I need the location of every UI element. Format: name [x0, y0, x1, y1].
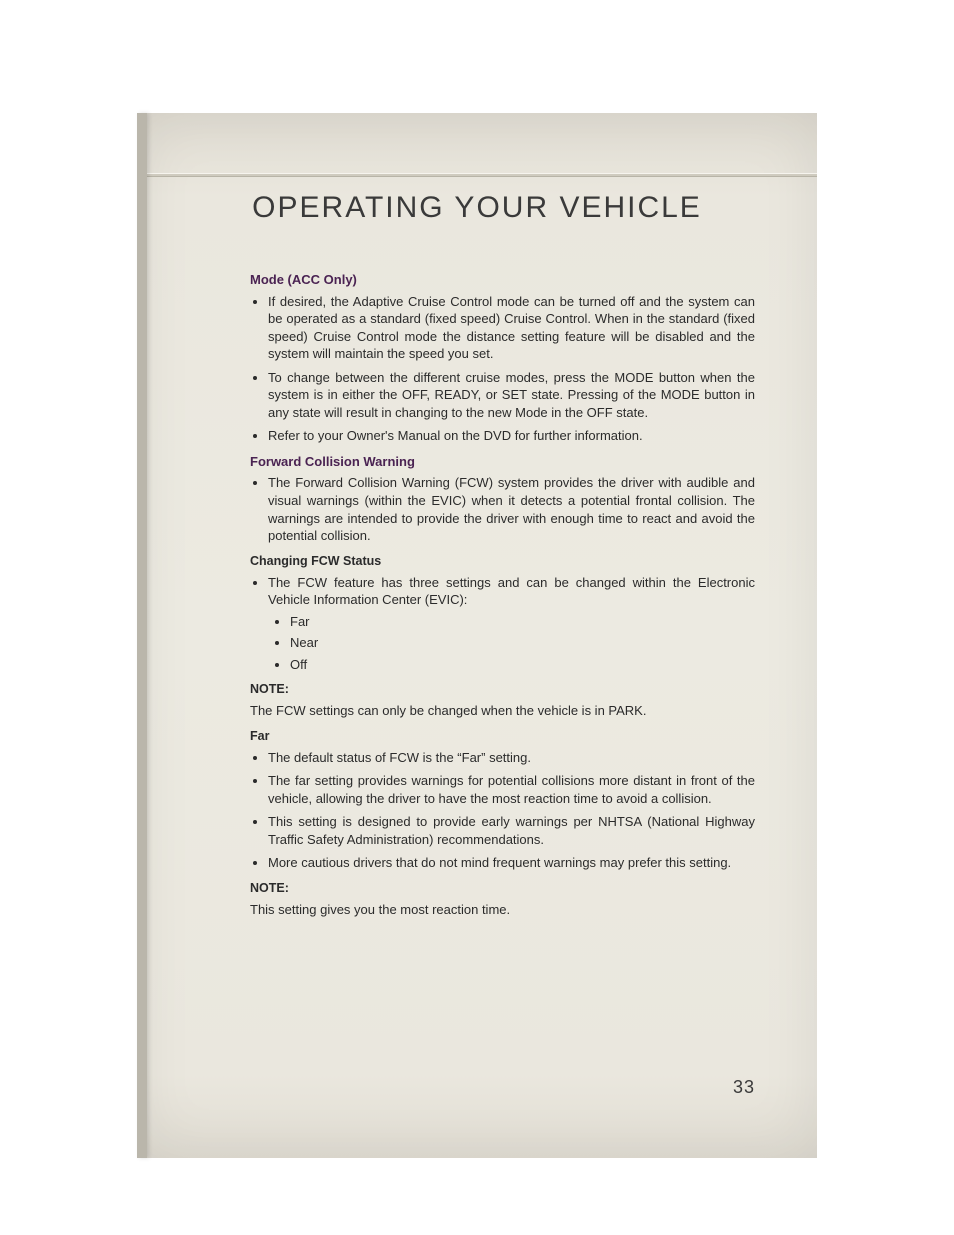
note-text: The FCW settings can only be changed whe…: [250, 702, 755, 720]
fcw-options-list: Far Near Off: [268, 613, 755, 674]
heading-mode-acc: Mode (ACC Only): [250, 271, 755, 289]
list-item: The far setting provides warnings for po…: [268, 772, 755, 807]
list-item: More cautious drivers that do not mind f…: [268, 854, 755, 872]
list-item: To change between the different cruise m…: [268, 369, 755, 422]
list-item: Near: [290, 634, 755, 652]
far-list: The default status of FCW is the “Far” s…: [250, 749, 755, 872]
mode-acc-list: If desired, the Adaptive Cruise Control …: [250, 293, 755, 445]
note-label: NOTE:: [250, 880, 755, 897]
note-label: NOTE:: [250, 681, 755, 698]
manual-page: OPERATING YOUR VEHICLE Mode (ACC Only) I…: [137, 113, 817, 1158]
list-item: The FCW feature has three settings and c…: [268, 574, 755, 674]
list-item: The default status of FCW is the “Far” s…: [268, 749, 755, 767]
page-number: 33: [733, 1077, 755, 1098]
list-item: This setting is designed to provide earl…: [268, 813, 755, 848]
subheading-changing-fcw: Changing FCW Status: [250, 553, 755, 570]
list-item: The Forward Collision Warning (FCW) syst…: [268, 474, 755, 544]
subheading-far: Far: [250, 728, 755, 745]
header-divider: [137, 173, 817, 177]
list-item: Off: [290, 656, 755, 674]
page-left-rule: [137, 113, 147, 1158]
note-text: This setting gives you the most reaction…: [250, 901, 755, 919]
list-item: Refer to your Owner's Manual on the DVD …: [268, 427, 755, 445]
list-item: If desired, the Adaptive Cruise Control …: [268, 293, 755, 363]
heading-fcw: Forward Collision Warning: [250, 453, 755, 471]
list-item-text: The FCW feature has three settings and c…: [268, 575, 755, 608]
list-item: Far: [290, 613, 755, 631]
page-content: Mode (ACC Only) If desired, the Adaptive…: [250, 263, 755, 924]
page-title: OPERATING YOUR VEHICLE: [137, 191, 817, 225]
fcw-list: The Forward Collision Warning (FCW) syst…: [250, 474, 755, 544]
changing-fcw-list: The FCW feature has three settings and c…: [250, 574, 755, 674]
